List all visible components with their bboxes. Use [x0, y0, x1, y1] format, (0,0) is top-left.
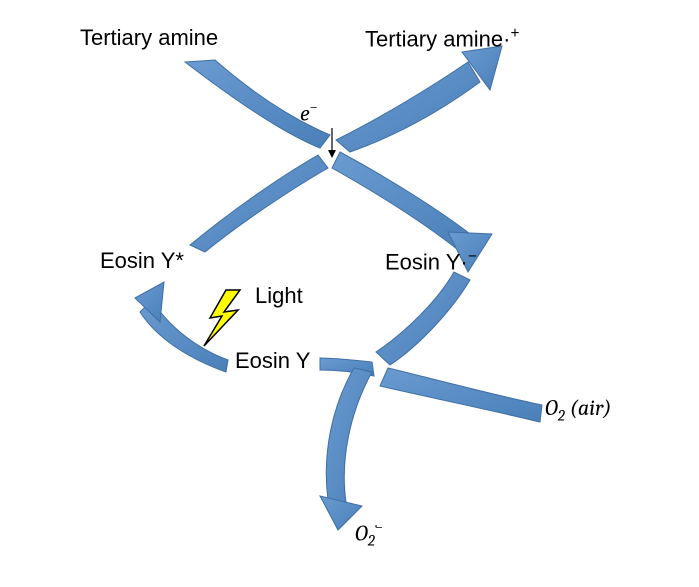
arrow-eosinystar-to-center: [190, 155, 328, 252]
arrow-eosiny-anion-to-cross: [376, 272, 470, 365]
label-electron-sup: −: [310, 98, 318, 116]
label-o2-O: O: [545, 395, 558, 421]
diagram-stage: Tertiary amine Tertiary amine·+ e− Eosin…: [0, 0, 699, 587]
arrow-layer: [0, 0, 699, 587]
label-eosin-y-radical-anion: Eosin Y·−: [385, 248, 477, 275]
arrow-center-to-amine-radical: [336, 62, 480, 152]
label-tertiary-amine: Tertiary amine: [80, 25, 218, 51]
arrow-to-superoxide: [326, 368, 372, 502]
arrow-o2-in: [380, 368, 542, 422]
label-light: Light: [255, 283, 303, 309]
label-eosiny-anion-sup: −: [468, 248, 477, 265]
lightning-icon: [204, 290, 240, 346]
label-superoxide: O2·−: [355, 518, 383, 550]
label-o2-sub: 2: [558, 406, 565, 424]
label-electron: e−: [300, 98, 317, 126]
label-superoxide-sub: 2: [368, 532, 375, 550]
label-o2-tail: (air): [565, 395, 612, 421]
label-superoxide-sup: ·−: [375, 518, 383, 536]
label-tertiary-amine-radical-cation: Tertiary amine·+: [365, 25, 519, 52]
label-superoxide-O: O: [355, 520, 368, 546]
label-amine-radical-sup: +: [510, 25, 519, 42]
label-eosin-y-star: Eosin Y*: [100, 248, 184, 274]
label-eosiny-anion-prefix: Eosin Y·: [385, 249, 468, 274]
electron-arrow-head: [328, 150, 336, 158]
label-o2-air: O2 (air): [545, 395, 611, 424]
label-amine-radical-prefix: Tertiary amine·: [365, 26, 510, 51]
label-eosin-y: Eosin Y: [235, 348, 310, 374]
label-electron-e: e: [300, 100, 310, 126]
